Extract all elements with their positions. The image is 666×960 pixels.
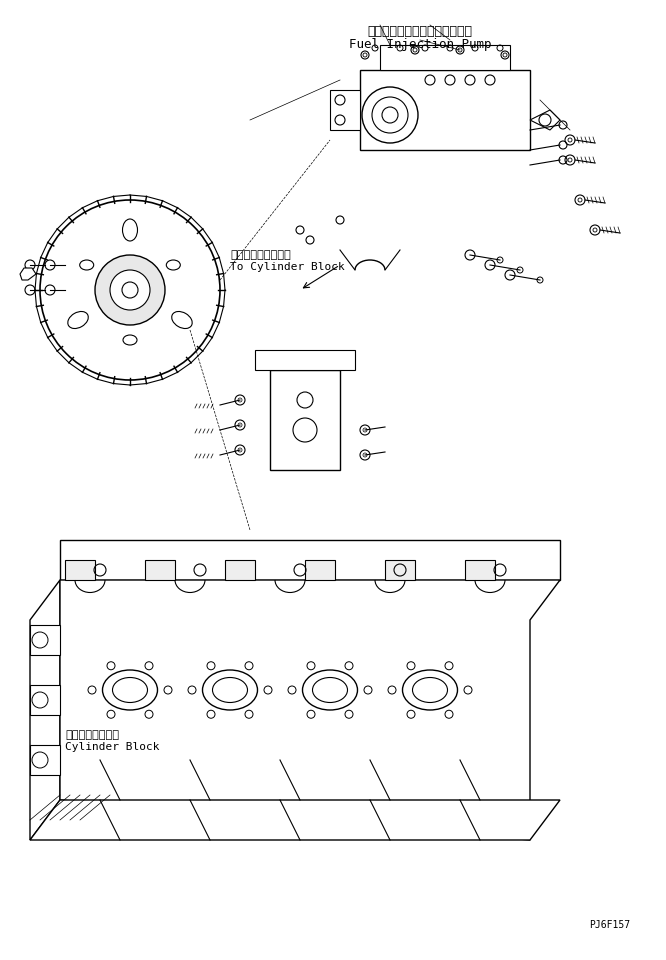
Polygon shape: [385, 560, 415, 580]
Text: Cylinder Block: Cylinder Block: [65, 742, 159, 752]
Polygon shape: [255, 350, 355, 370]
Polygon shape: [360, 70, 530, 150]
Text: シリンダブロックへ: シリンダブロックへ: [230, 250, 291, 260]
Polygon shape: [60, 580, 560, 840]
Circle shape: [95, 255, 165, 325]
Polygon shape: [65, 560, 95, 580]
Polygon shape: [20, 268, 36, 280]
Polygon shape: [30, 745, 60, 775]
Polygon shape: [330, 90, 360, 130]
Text: PJ6F157: PJ6F157: [589, 920, 630, 930]
Text: To Cylinder Block: To Cylinder Block: [230, 262, 345, 272]
Polygon shape: [465, 560, 495, 580]
Polygon shape: [60, 540, 560, 580]
Polygon shape: [225, 560, 255, 580]
Text: フェルインジェクションポンプ: フェルインジェクションポンプ: [368, 25, 472, 38]
Text: シリンダブロック: シリンダブロック: [65, 730, 119, 740]
Polygon shape: [530, 110, 560, 130]
Polygon shape: [305, 560, 335, 580]
Circle shape: [110, 270, 150, 310]
Polygon shape: [30, 685, 60, 715]
Polygon shape: [270, 370, 340, 470]
Polygon shape: [380, 45, 510, 70]
Polygon shape: [30, 580, 60, 840]
Polygon shape: [30, 625, 60, 655]
Polygon shape: [30, 800, 560, 840]
Text: Fuel Injection Pump: Fuel Injection Pump: [349, 38, 492, 51]
Polygon shape: [145, 560, 175, 580]
